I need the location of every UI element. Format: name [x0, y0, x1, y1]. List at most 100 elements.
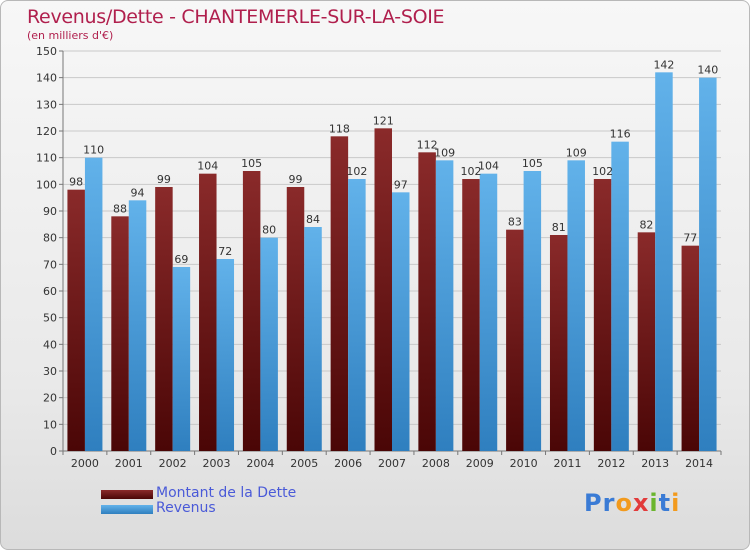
data-label-dette: 104	[197, 160, 218, 173]
data-label-dette: 88	[113, 202, 127, 215]
data-label-revenus: 84	[306, 213, 320, 226]
bar-dette	[242, 171, 261, 451]
bar-revenus	[611, 141, 629, 451]
bar-dette	[506, 229, 524, 451]
y-tick-label: 90	[43, 205, 57, 218]
bar-revenus	[699, 77, 717, 452]
bar-revenus	[260, 237, 278, 451]
data-label-dette: 77	[683, 232, 697, 245]
data-label-revenus: 109	[566, 146, 587, 159]
bar-dette	[681, 245, 700, 451]
bar-dette	[418, 152, 436, 452]
bar-revenus	[348, 179, 366, 451]
x-tick-label: 2001	[115, 457, 143, 470]
data-label-dette: 83	[508, 216, 522, 229]
logo-letter: x	[632, 489, 650, 517]
x-tick-label: 2014	[685, 457, 713, 470]
chart-subtitle: (en milliers d'€)	[27, 29, 114, 42]
data-label-dette: 102	[460, 165, 481, 178]
y-tick-label: 10	[43, 418, 57, 431]
data-label-revenus: 140	[697, 64, 718, 77]
logo-letter: r	[602, 489, 616, 517]
legend-label-dette: Montant de la Dette	[156, 485, 297, 501]
data-label-revenus: 105	[522, 157, 543, 170]
bar-dette	[593, 179, 612, 451]
y-tick-label: 60	[43, 285, 57, 298]
x-tick-label: 2010	[510, 457, 538, 470]
data-label-dette: 121	[373, 114, 394, 127]
y-tick-label: 50	[43, 312, 57, 325]
x-tick-label: 2000	[71, 457, 99, 470]
data-label-dette: 99	[157, 173, 171, 186]
bar-revenus	[216, 259, 235, 451]
x-tick-label: 2005	[290, 457, 318, 470]
y-tick-label: 20	[43, 392, 57, 405]
x-tick-label: 2007	[378, 457, 406, 470]
legend-label-revenus: Revenus	[156, 500, 216, 516]
data-label-revenus: 142	[653, 58, 674, 71]
legend: Montant de la Dette Revenus	[101, 485, 401, 517]
bar-dette	[374, 128, 392, 451]
x-tick-label: 2009	[466, 457, 494, 470]
bar-revenus	[523, 171, 542, 451]
y-tick-label: 70	[43, 258, 57, 271]
bar-dette	[549, 235, 568, 451]
data-label-revenus: 116	[610, 128, 631, 141]
bar-dette	[286, 187, 305, 451]
data-label-revenus: 97	[394, 178, 408, 191]
bar-revenus	[392, 192, 410, 452]
bar-dette	[462, 179, 480, 451]
bar-revenus	[655, 72, 673, 451]
y-tick-label: 130	[36, 98, 57, 111]
y-tick-label: 120	[36, 125, 57, 138]
data-label-revenus: 110	[83, 144, 104, 157]
bar-dette	[67, 189, 85, 451]
data-label-revenus: 94	[131, 186, 145, 199]
bars	[67, 72, 717, 452]
data-label-dette: 82	[639, 218, 653, 231]
data-label-revenus: 109	[434, 146, 455, 159]
x-tick-label: 2012	[597, 457, 625, 470]
x-tick-label: 2003	[203, 457, 231, 470]
y-tick-label: 110	[36, 152, 57, 165]
logo-letter: i	[671, 489, 681, 517]
proxiti-logo: Proxiti	[584, 489, 680, 517]
logo-letter: P	[584, 489, 603, 517]
x-tick-label: 2002	[159, 457, 187, 470]
data-label-revenus: 72	[218, 245, 232, 258]
bar-dette	[155, 187, 173, 451]
data-label-dette: 98	[69, 176, 83, 189]
bar-revenus	[304, 227, 322, 451]
bar-dette	[637, 232, 656, 451]
x-tick-label: 2011	[553, 457, 581, 470]
chart-title: Revenus/Dette - CHANTEMERLE-SUR-LA-SOIE	[27, 6, 445, 28]
bar-revenus	[479, 173, 498, 451]
bar-revenus	[128, 200, 147, 451]
y-tick-label: 40	[43, 338, 57, 351]
y-tick-label: 150	[36, 45, 57, 58]
legend-swatch-dette	[101, 490, 153, 499]
logo-letter: t	[658, 489, 672, 517]
axes: 0 10 20 30 40 50 60 70 80 90 100 110 120 130 140 150 200…	[36, 45, 722, 470]
data-label-dette: 112	[417, 138, 438, 151]
bar-dette	[199, 173, 217, 451]
bar-dette	[111, 216, 129, 451]
x-tick-label: 2008	[422, 457, 450, 470]
y-tick-label: 80	[43, 232, 57, 245]
logo-letter: o	[615, 489, 633, 517]
x-tick-label: 2004	[246, 457, 274, 470]
data-label-revenus: 80	[262, 224, 276, 237]
bar-revenus	[435, 160, 454, 452]
y-tick-label: 140	[36, 72, 57, 85]
data-label-dette: 118	[329, 122, 350, 135]
data-label-dette: 99	[289, 173, 303, 186]
legend-swatch-revenus	[101, 505, 153, 514]
y-tick-label: 0	[50, 445, 57, 458]
x-tick-label: 2006	[334, 457, 362, 470]
data-labels: 98 110 88 94 99 69 104 72 105 80 99 84 118 102 121 97 11…	[69, 58, 718, 266]
bar-revenus	[567, 160, 585, 452]
y-tick-label: 30	[43, 365, 57, 378]
y-tick-label: 100	[36, 178, 57, 191]
